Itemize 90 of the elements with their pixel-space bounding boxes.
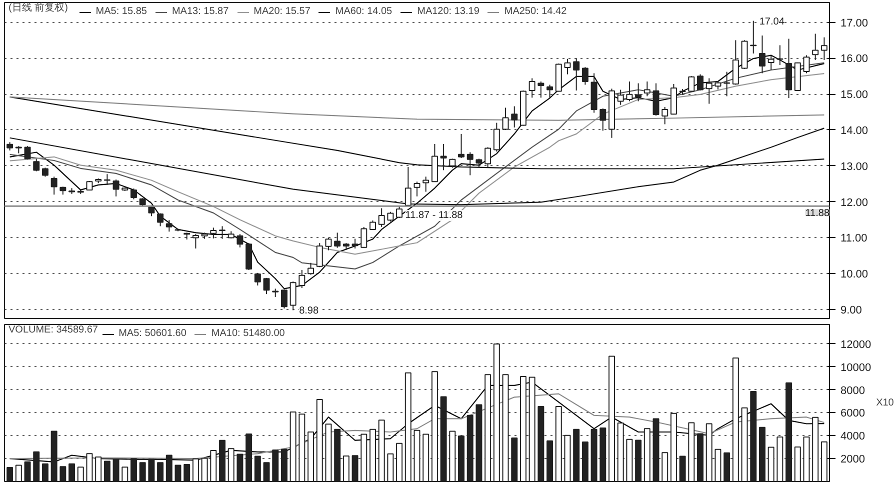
candlestick (112, 179, 120, 197)
candlestick (369, 220, 376, 230)
y-axis-title: X10 (876, 398, 894, 408)
candlestick (502, 107, 509, 130)
candlestick (210, 227, 217, 239)
chart-title: VOLUME: 34589.67 (8, 324, 98, 336)
y-tick-label: 11.00 (840, 232, 868, 245)
candlestick (511, 106, 518, 128)
annotation: 8.98 (299, 306, 319, 317)
line-series (9, 96, 825, 121)
candlestick (50, 176, 58, 196)
y-tick-label: 9.00 (840, 304, 862, 317)
candlestick (812, 33, 819, 60)
candlestick (104, 174, 110, 186)
candlestick (166, 220, 172, 232)
candlestick (768, 54, 774, 71)
candlestick (820, 36, 828, 60)
y-tick-label: 14.00 (840, 124, 868, 137)
candlestick (538, 81, 544, 98)
chart-title: (日线 前复权) (8, 2, 68, 14)
y-tick-label: 8000 (840, 384, 865, 397)
annotation: 17.04 (759, 16, 785, 28)
candlestick (724, 71, 730, 97)
candlestick (582, 66, 588, 86)
candlestick (396, 206, 403, 218)
candlestick (564, 58, 571, 75)
annotation: 11.87 - 11.88 (405, 210, 464, 221)
candlestick (360, 226, 368, 248)
y-tick-label: 12000 (840, 338, 872, 351)
candlestick (750, 20, 757, 54)
candlestick (706, 78, 712, 104)
candlestick (440, 143, 447, 171)
candlestick (334, 232, 341, 248)
candlestick (626, 81, 633, 102)
legend-label: MA5: 15.85 (96, 6, 147, 17)
candlestick (652, 82, 660, 116)
y-tick-label: 16.00 (840, 53, 868, 66)
candlestick (192, 234, 199, 249)
candlestick (803, 54, 810, 74)
y-tick-label: 12.00 (840, 196, 868, 209)
candlestick (290, 281, 296, 311)
ref-line-label: 11.88 (805, 208, 830, 220)
y-tick-label: 13.00 (840, 160, 868, 173)
legend-label: MA10: 51480.00 (211, 328, 285, 339)
candlestick (263, 277, 270, 295)
legend-label: MA20: 15.57 (254, 6, 310, 17)
candlestick (280, 288, 288, 309)
legend-label: MA60: 14.05 (335, 6, 392, 17)
y-tick-label: 15.00 (840, 89, 868, 102)
legend-label: MA120: 13.19 (417, 6, 480, 17)
candlestick (157, 212, 164, 227)
candlestick (466, 152, 474, 176)
candlestick (758, 35, 766, 74)
candlestick (378, 208, 385, 228)
candlestick (387, 211, 394, 222)
candlestick (352, 238, 358, 249)
candlestick (493, 122, 500, 152)
candlestick (484, 146, 492, 168)
candlestick (422, 176, 430, 192)
y-tick-label: 2000 (840, 454, 865, 466)
candlestick (325, 237, 332, 251)
candlestick (688, 76, 695, 92)
candlestick (219, 226, 226, 240)
candlestick (236, 234, 244, 248)
y-tick-label: 4000 (840, 430, 865, 443)
legend-label: MA5: 50601.60 (118, 328, 186, 339)
candlestick (528, 78, 536, 98)
candlestick (644, 81, 650, 97)
y-tick-label: 6000 (840, 408, 865, 420)
candlestick (458, 133, 465, 158)
candlestick (635, 82, 642, 102)
candlestick (546, 84, 554, 98)
candlestick (316, 242, 323, 268)
candlestick (573, 58, 580, 91)
y-tick-label: 17.00 (840, 17, 868, 30)
candlestick (308, 262, 314, 276)
candlestick (298, 270, 306, 288)
candlestick (24, 146, 31, 160)
candlestick (414, 181, 420, 197)
candlestick (662, 106, 668, 125)
y-tick-label: 10.00 (840, 268, 868, 281)
legend-label: MA13: 15.87 (172, 6, 229, 17)
candlestick (600, 108, 606, 132)
candlestick (33, 158, 40, 172)
candlestick (617, 89, 624, 106)
y-tick-label: 10000 (840, 362, 872, 374)
candlestick (130, 188, 137, 200)
legend-label: MA250: 14.42 (504, 6, 567, 17)
candlestick (254, 272, 261, 286)
candlestick (697, 74, 704, 91)
